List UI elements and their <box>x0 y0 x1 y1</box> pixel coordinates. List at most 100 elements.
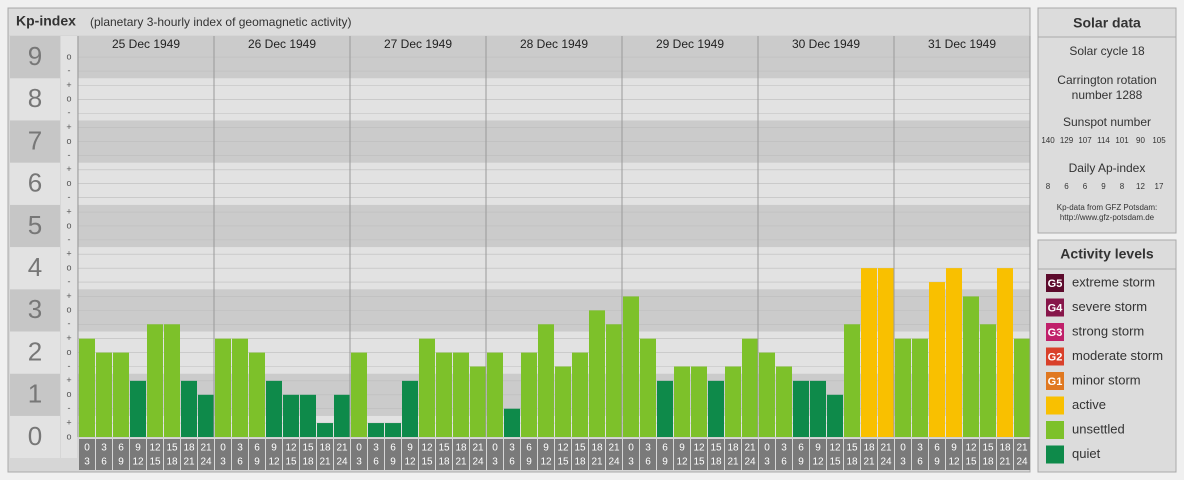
kp-bar <box>793 380 809 437</box>
hour-label: 24 <box>472 457 484 468</box>
y-tick-label: 3 <box>28 294 42 324</box>
hour-label: 0 <box>356 443 362 454</box>
kp-bar <box>674 366 690 437</box>
hour-label: 3 <box>101 443 107 454</box>
hour-label: 15 <box>149 457 161 468</box>
hour-cell <box>130 439 146 470</box>
hour-label: 12 <box>829 443 841 454</box>
kp-bar <box>606 324 622 437</box>
kp-bar <box>385 423 401 437</box>
hour-label: 18 <box>999 443 1011 454</box>
kp-bar <box>79 338 95 437</box>
minor-tick-label: + <box>66 122 71 132</box>
kp-bar <box>691 366 707 437</box>
ap-value: 6 <box>1083 182 1088 191</box>
hour-label: 6 <box>118 443 124 454</box>
hour-cell <box>436 439 452 470</box>
solar-cycle: Solar cycle 18 <box>1069 44 1145 58</box>
level-code: G1 <box>1048 376 1063 388</box>
kp-bar <box>130 380 146 437</box>
hour-cell <box>504 439 520 470</box>
hour-label: 12 <box>421 443 433 454</box>
label-band <box>10 36 60 79</box>
hour-label: 21 <box>319 457 331 468</box>
hour-label: 12 <box>132 457 144 468</box>
hour-label: 3 <box>628 457 634 468</box>
hour-cell <box>249 439 265 470</box>
hour-cell <box>640 439 656 470</box>
hour-label: 6 <box>101 457 107 468</box>
minor-tick-label: o <box>66 347 71 357</box>
hour-label: 6 <box>645 457 651 468</box>
label-band <box>10 204 60 248</box>
kp-bar <box>181 380 197 437</box>
hour-label: 3 <box>900 457 906 468</box>
hour-label: 18 <box>710 457 722 468</box>
hour-label: 9 <box>254 457 260 468</box>
hour-cell <box>674 439 690 470</box>
hour-label: 18 <box>319 443 331 454</box>
hour-label: 21 <box>200 443 212 454</box>
kp-bar <box>351 352 367 437</box>
kp-bar <box>623 296 639 437</box>
hour-label: 24 <box>200 457 212 468</box>
y-tick-label: 8 <box>28 83 42 113</box>
hour-cell <box>96 439 112 470</box>
kp-bar <box>997 268 1013 437</box>
label-band <box>10 415 60 458</box>
hour-label: 24 <box>744 457 756 468</box>
hour-cell <box>521 439 537 470</box>
hour-cell <box>351 439 367 470</box>
hour-label: 3 <box>492 457 498 468</box>
hour-cell <box>470 439 486 470</box>
kp-bar <box>402 380 418 437</box>
hour-label: 24 <box>880 457 892 468</box>
hour-label: 3 <box>781 443 787 454</box>
hour-label: 15 <box>846 443 858 454</box>
hour-label: 9 <box>815 443 821 454</box>
hour-cell <box>793 439 809 470</box>
hour-label: 9 <box>135 443 141 454</box>
ap-value: 8 <box>1046 182 1051 191</box>
kp-bar <box>844 324 860 437</box>
sunspot-value: 140 <box>1041 136 1055 145</box>
hour-cell <box>929 439 945 470</box>
hour-cell <box>691 439 707 470</box>
hour-label: 18 <box>183 443 195 454</box>
y-tick-label: 4 <box>28 252 42 282</box>
minor-tick-label: o <box>66 305 71 315</box>
kp-bar <box>861 268 877 437</box>
hour-label: 9 <box>118 457 124 468</box>
hour-cell <box>657 439 673 470</box>
hour-cell <box>912 439 928 470</box>
hour-label: 21 <box>744 443 756 454</box>
hour-label: 3 <box>917 443 923 454</box>
level-label: severe storm <box>1072 299 1147 314</box>
kp-bar <box>640 338 656 437</box>
hour-cell <box>980 439 996 470</box>
minor-tick-label: - <box>68 403 71 413</box>
sunspot-value: 101 <box>1115 136 1129 145</box>
hour-cell <box>147 439 163 470</box>
hour-cell <box>963 439 979 470</box>
hour-label: 0 <box>84 443 90 454</box>
label-band <box>10 78 60 121</box>
ap-title: Daily Ap-index <box>1069 161 1146 175</box>
kp-bar <box>419 338 435 437</box>
kp-bar <box>96 352 112 437</box>
level-swatch <box>1046 323 1064 341</box>
hour-label: 15 <box>557 457 569 468</box>
hour-label: 6 <box>526 443 532 454</box>
hour-label: 24 <box>608 457 620 468</box>
hour-label: 9 <box>526 457 532 468</box>
hour-label: 9 <box>951 443 957 454</box>
hour-label: 18 <box>982 457 994 468</box>
kp-bar <box>708 380 724 437</box>
solar-panel <box>1037 7 1177 234</box>
label-band <box>10 162 60 205</box>
minor-tick-label: o <box>66 94 71 104</box>
carrington: Carrington rotation <box>1057 73 1156 87</box>
level-label: extreme storm <box>1072 274 1155 289</box>
kp-bar <box>827 394 843 437</box>
hour-label: 18 <box>455 443 467 454</box>
